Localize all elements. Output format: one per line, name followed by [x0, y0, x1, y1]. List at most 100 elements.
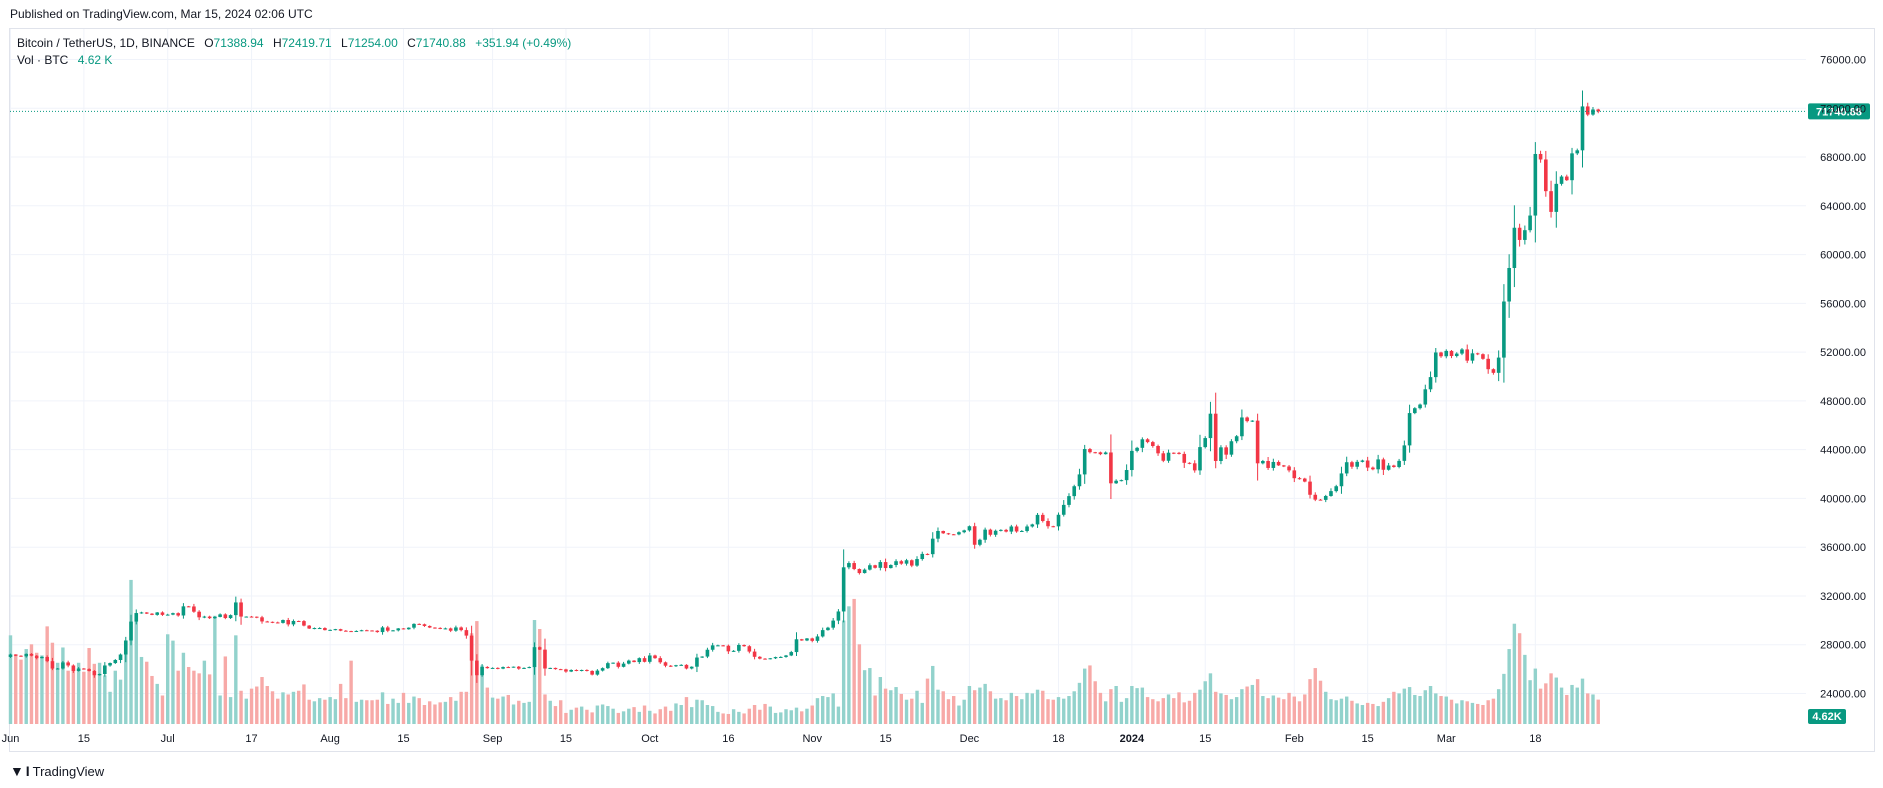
volume-bar	[679, 705, 683, 724]
volume-bar	[1224, 694, 1228, 724]
candle-body	[1030, 524, 1035, 527]
candle-body	[1460, 349, 1464, 354]
candle-body	[1371, 467, 1375, 470]
candle-body	[710, 645, 715, 650]
candle-body	[1240, 417, 1244, 437]
candle-body	[1051, 526, 1056, 528]
volume-bar	[490, 697, 495, 724]
volume-bar	[632, 707, 636, 724]
volume-bar	[496, 698, 500, 724]
volume-bar	[1083, 668, 1087, 724]
candle-body	[417, 623, 422, 625]
candle-body	[1439, 352, 1443, 357]
volume-bar	[1067, 696, 1071, 724]
volume-bar	[155, 683, 159, 724]
candle-body	[873, 565, 877, 568]
candle-body	[192, 606, 196, 612]
volume-bar	[1423, 690, 1427, 724]
candle-body	[1187, 462, 1192, 464]
candle-body	[841, 567, 846, 612]
candle-body	[883, 562, 888, 569]
candle-body	[522, 667, 526, 669]
volume-bar	[302, 684, 306, 724]
volume-bar	[76, 662, 81, 724]
time-tick-label: Nov	[802, 733, 822, 745]
volume-bar	[710, 706, 715, 724]
price-tick-label: 28000.00	[1820, 640, 1866, 652]
volume-bar	[663, 706, 668, 724]
price-tick-label: 60000.00	[1820, 250, 1866, 262]
time-tick-label: Aug	[320, 733, 340, 745]
candle-body	[1323, 495, 1328, 500]
volume-bar	[1172, 698, 1176, 724]
candle-body	[1538, 153, 1543, 160]
candle-body	[1234, 436, 1239, 442]
time-tick-label: Oct	[641, 733, 658, 745]
candle-body	[385, 627, 390, 631]
price-tick-label: 24000.00	[1820, 689, 1866, 701]
volume-bar	[145, 661, 149, 724]
volume-bar	[55, 662, 60, 724]
candle-body	[1397, 460, 1401, 467]
volume-bar	[1570, 684, 1574, 724]
candle-body	[1271, 461, 1276, 468]
candle-body	[1020, 530, 1024, 532]
volume-bar	[878, 677, 883, 724]
volume-bar	[129, 579, 133, 724]
volume-bar	[1109, 689, 1113, 724]
volume-bar	[1056, 697, 1061, 724]
candle-body	[160, 612, 165, 615]
volume-bar	[1407, 687, 1412, 724]
candle-body	[1554, 183, 1559, 212]
candle-body	[909, 560, 914, 566]
volume-bar	[590, 712, 594, 724]
candle-body	[920, 553, 925, 560]
candle-body	[82, 668, 86, 670]
candle-body	[427, 625, 432, 628]
volume-bar	[291, 691, 296, 724]
legend-volume: 4.62 K	[77, 53, 113, 67]
volume-bar	[443, 701, 448, 724]
candle-body	[1465, 349, 1470, 361]
grid-lines	[10, 29, 1806, 724]
candle-body	[1119, 480, 1124, 482]
candle-body	[202, 616, 207, 618]
candle-body	[302, 621, 306, 626]
volume-bar	[648, 710, 652, 724]
volume-bar	[852, 598, 856, 724]
volume-bar	[1119, 701, 1124, 724]
candle-body	[66, 662, 70, 666]
footer-brand[interactable]: ▼ I TradingView	[10, 763, 104, 779]
time-tick-label: 15	[879, 733, 891, 745]
candle-body	[674, 665, 678, 667]
volume-bar	[611, 708, 615, 724]
volume-bar	[40, 655, 44, 724]
candle-body	[1481, 354, 1485, 359]
volume-bar	[993, 698, 998, 724]
volume-bar	[139, 656, 144, 724]
volume-bar	[45, 626, 49, 724]
candle-body	[621, 663, 626, 667]
volume-bar	[1093, 681, 1097, 724]
time-tick-label: 16	[722, 733, 734, 745]
time-tick-label: 15	[1362, 733, 1374, 745]
candle-body	[1512, 227, 1517, 268]
volume-bar	[946, 699, 951, 724]
candle-body	[820, 630, 825, 637]
candle-body	[1250, 420, 1255, 422]
volume-bar	[108, 691, 112, 724]
volume-bar	[1339, 698, 1344, 724]
candle-body	[1544, 159, 1548, 192]
candle-body	[365, 630, 369, 632]
volume-bar	[1517, 633, 1522, 724]
candle-body	[763, 658, 767, 660]
candle-body	[291, 620, 296, 625]
candle-body	[286, 619, 291, 625]
volume-bar	[386, 703, 390, 724]
volume-bar	[317, 698, 322, 724]
volume-bar	[365, 700, 369, 724]
volume-bar	[1009, 692, 1014, 724]
candle-body	[747, 646, 752, 652]
candle-body	[1329, 491, 1333, 496]
